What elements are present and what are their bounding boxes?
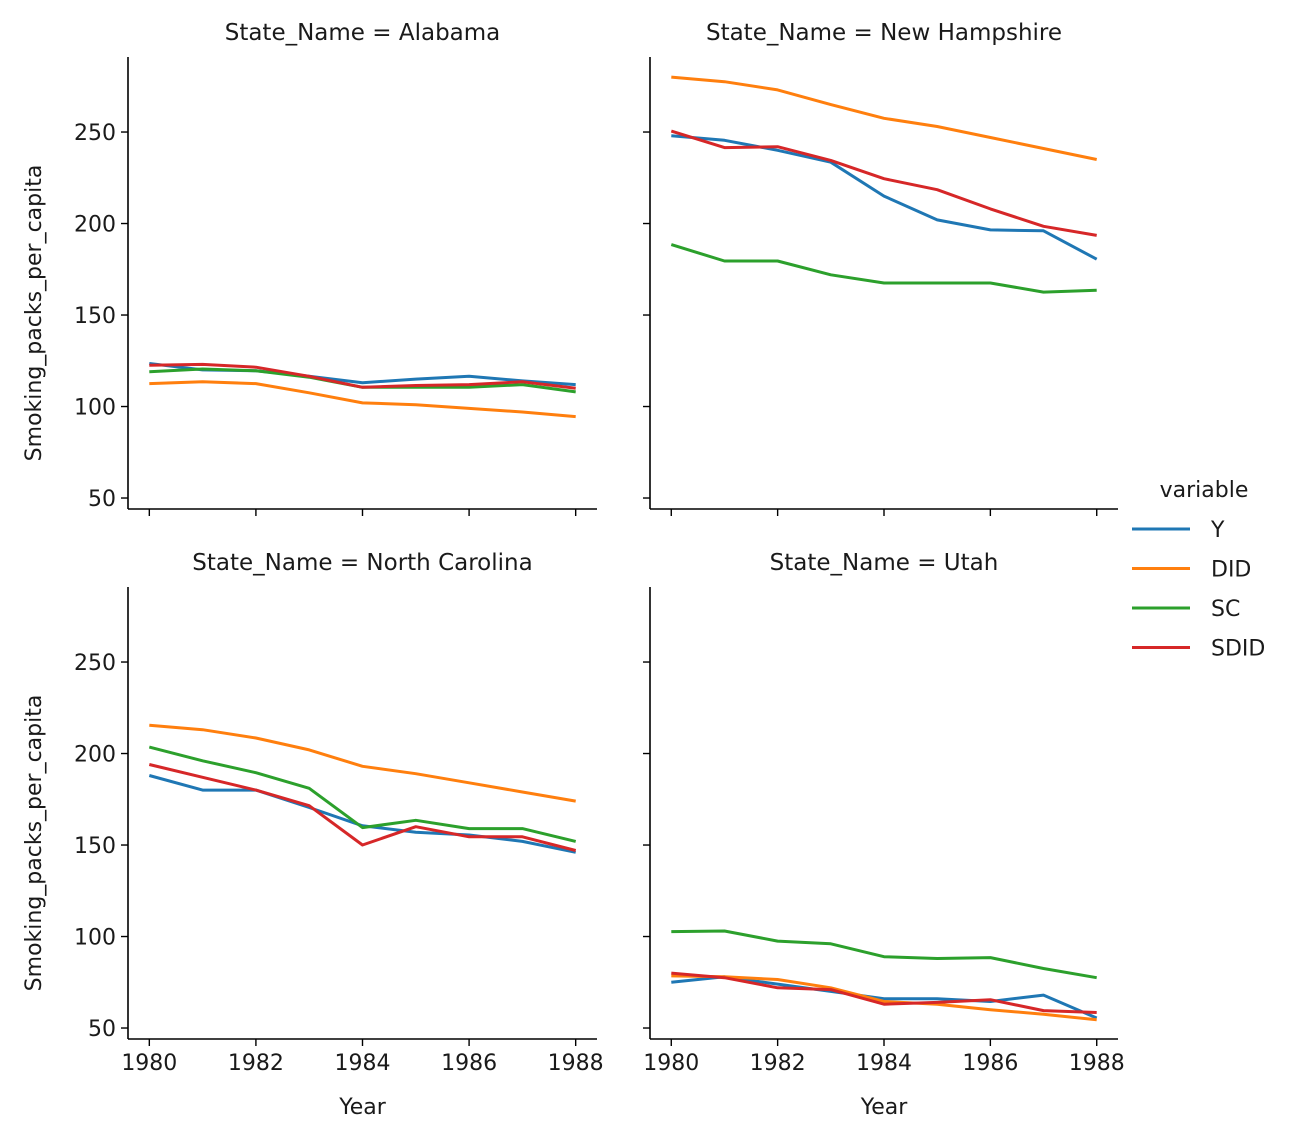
x-axis-label: Year xyxy=(860,1095,909,1120)
legend-label: Y xyxy=(1210,518,1225,543)
x-tick-label: 1980 xyxy=(121,1051,177,1076)
series-line-sc xyxy=(670,243,1097,294)
y-tick-label: 250 xyxy=(74,121,116,146)
y-tick-label: 200 xyxy=(74,743,116,768)
series-line-y xyxy=(671,134,1098,261)
x-tick-label: 1986 xyxy=(962,1051,1018,1076)
x-tick-label: 1988 xyxy=(548,1051,604,1076)
x-tick-label: 1980 xyxy=(643,1051,699,1076)
x-tick-label: 1982 xyxy=(750,1051,806,1076)
facet-panel: State_Name = Utah 1980 1982 1984 1986 1988 Yea… xyxy=(643,550,1125,1120)
y-tick-label: 100 xyxy=(74,926,116,951)
facet-panel: State_Name = New Hampshire xyxy=(643,20,1118,516)
panel-title: State_Name = Utah xyxy=(770,550,999,576)
series-line-did xyxy=(149,723,576,803)
panel-title: State_Name = North Carolina xyxy=(192,550,532,576)
legend-title: variable xyxy=(1160,478,1249,503)
panel-title: State_Name = New Hampshire xyxy=(706,20,1062,46)
legend: variable Y DID SC SDID xyxy=(1132,478,1265,662)
y-axis-label: Smoking_packs_per_capita xyxy=(22,695,47,992)
series-line-sdid xyxy=(149,362,576,390)
y-tick-label: 250 xyxy=(74,651,116,676)
y-tick-label: 150 xyxy=(74,834,116,859)
series-line-sdid xyxy=(670,129,1097,237)
series-line-y xyxy=(671,975,1098,1020)
facet-panel: State_Name = North Carolina 50 100 150 200 25… xyxy=(22,550,604,1120)
series-line-y xyxy=(148,774,577,854)
y-tick-label: 200 xyxy=(74,213,116,238)
series-line-sdid xyxy=(671,971,1097,1014)
x-tick-label: 1984 xyxy=(856,1051,912,1076)
series-line-did xyxy=(671,75,1098,161)
series-line-did xyxy=(671,974,1097,1022)
y-tick-label: 150 xyxy=(74,304,116,329)
legend-label: SC xyxy=(1211,597,1240,622)
series-line-sdid xyxy=(148,763,577,852)
series-line-sc xyxy=(671,929,1097,980)
y-tick-label: 50 xyxy=(88,1017,116,1042)
y-axis-label: Smoking_packs_per_capita xyxy=(22,165,47,462)
facet-panel: State_Name = Alabama 50 100 150 200 250 Smokin… xyxy=(22,20,597,516)
series-line-sc xyxy=(148,745,577,843)
x-tick-label: 1986 xyxy=(441,1051,497,1076)
x-tick-label: 1982 xyxy=(228,1051,284,1076)
x-axis-label: Year xyxy=(338,1095,387,1120)
y-tick-label: 50 xyxy=(88,487,116,512)
legend-label: DID xyxy=(1211,558,1251,583)
y-tick-label: 100 xyxy=(74,396,116,421)
x-tick-label: 1988 xyxy=(1069,1051,1125,1076)
series-line-did xyxy=(149,380,576,419)
panel-title: State_Name = Alabama xyxy=(225,20,501,46)
legend-label: SDID xyxy=(1211,637,1265,662)
x-tick-label: 1984 xyxy=(335,1051,391,1076)
